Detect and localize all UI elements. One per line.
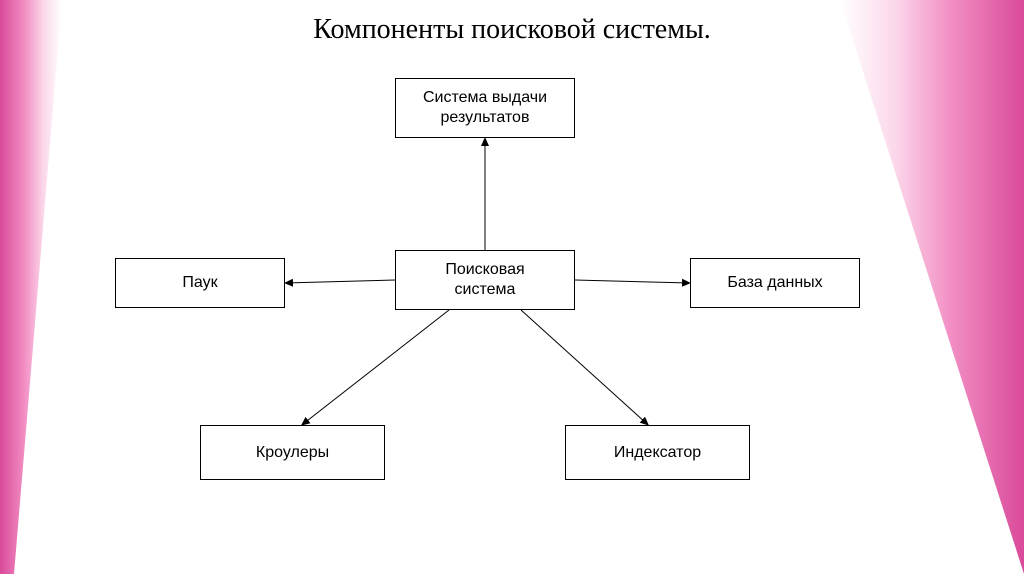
edge-center-bright [521,310,648,425]
node-bright: Индексатор [565,425,750,480]
node-bleft: Кроулеры [200,425,385,480]
slide-title: Компоненты поисковой системы. [0,14,1024,46]
bg-shape-right [840,0,1024,574]
edge-center-left [285,280,395,283]
node-top: Система выдачирезультатов [395,78,575,138]
edge-center-bleft [302,310,449,425]
node-right: База данных [690,258,860,308]
edge-center-right [575,280,690,283]
node-left: Паук [115,258,285,308]
node-center: Поисковаясистема [395,250,575,310]
slide-stage: Компоненты поисковой системы. Поисковаяс… [0,0,1024,574]
bg-shape-left [0,0,62,574]
